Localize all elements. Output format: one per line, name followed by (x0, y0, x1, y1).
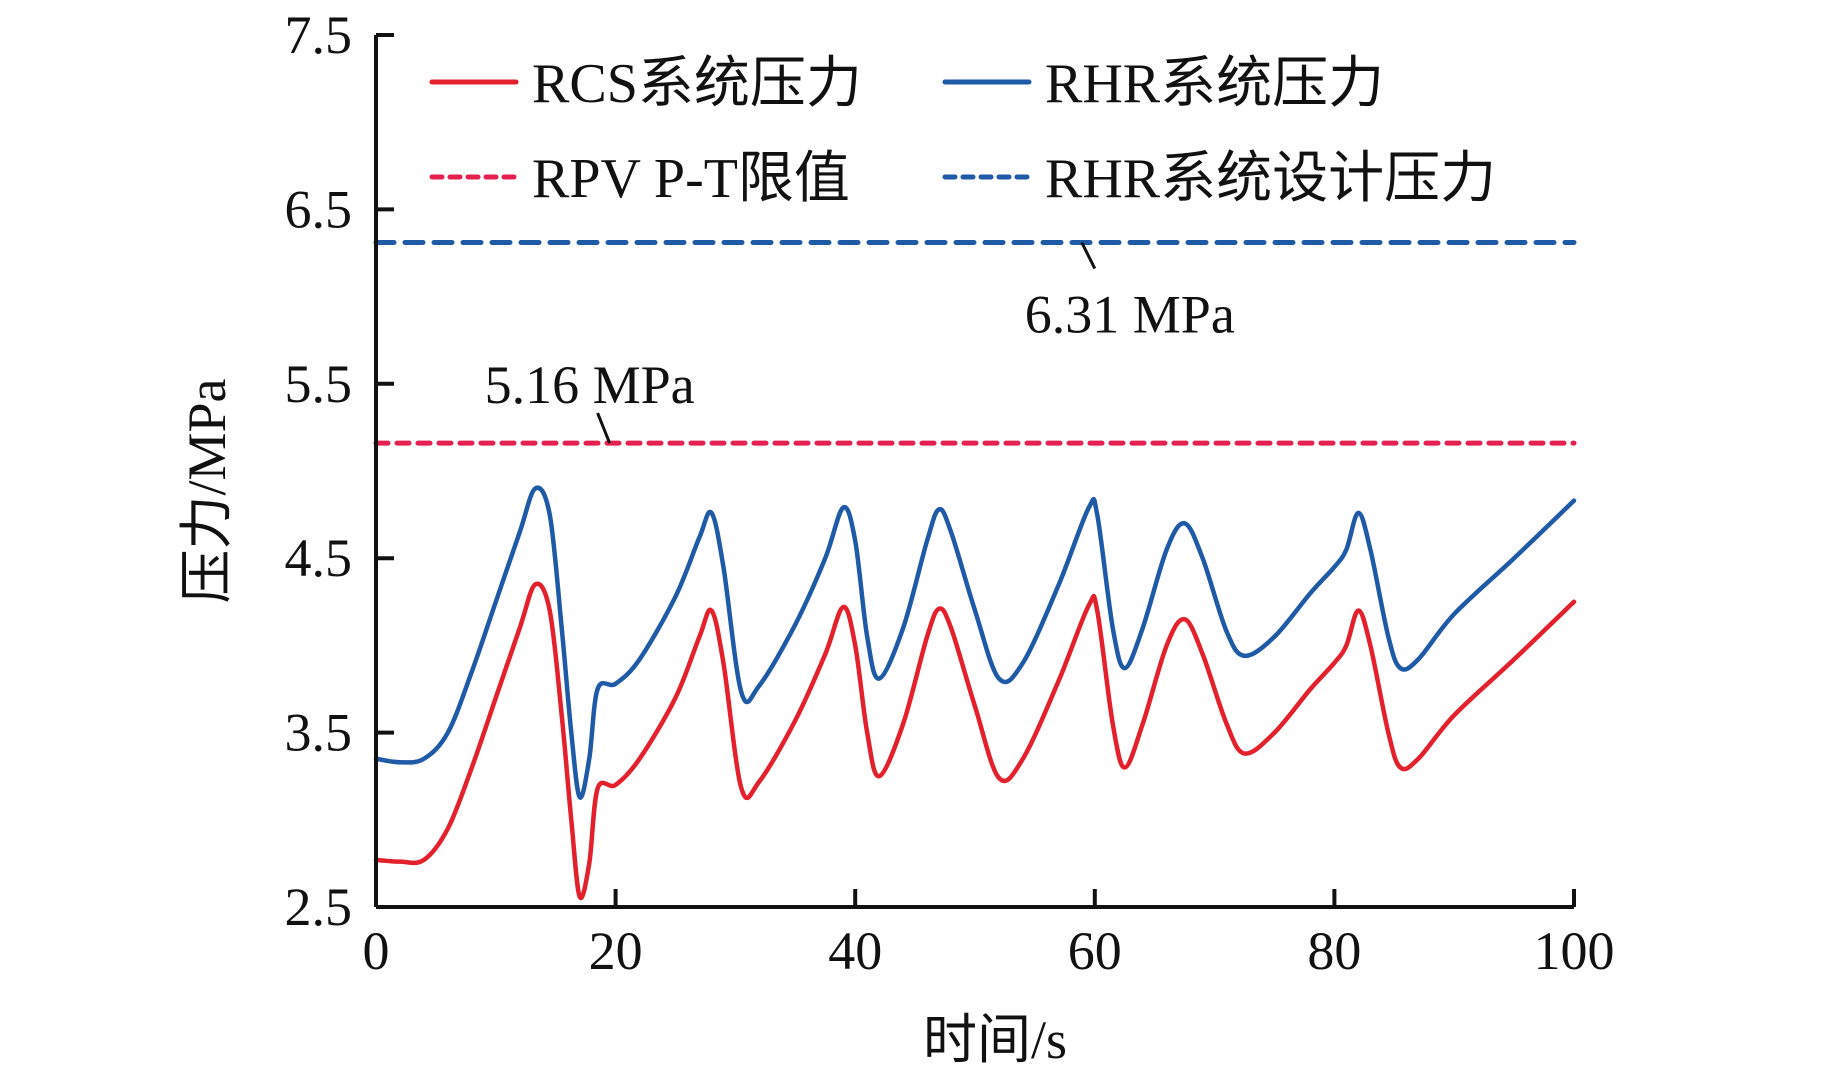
y-axis-title: 压力/MPa (177, 378, 237, 603)
legend-item: RHR系统设计压力 (942, 148, 1496, 210)
y-tick-label: 7.5 (285, 5, 353, 65)
x-tick-label: 0 (363, 921, 390, 981)
legend: RCS系统压力 RHR系统压力 RPV P-T限值 RHR系统设计压力 (429, 53, 1496, 210)
x-tick-label: 20 (589, 921, 643, 981)
y-tick-label: 2.5 (285, 877, 353, 937)
legend-label: RPV P-T限值 (532, 148, 850, 210)
annotation-label: 6.31 MPa (1025, 285, 1235, 345)
series-line-1 (373, 485, 1577, 800)
series-line-0 (373, 581, 1577, 901)
ticks: 0 20 40 60 80 100 2.5 3.5 4.5 5.5 6.5 7.5 (285, 5, 1615, 981)
annotation-leader (596, 412, 612, 444)
x-tick-label: 60 (1068, 921, 1122, 981)
annotation: 6.31 MPa (1025, 241, 1235, 345)
y-tick-label: 4.5 (285, 528, 353, 588)
x-tick-label: 40 (828, 921, 882, 981)
y-tick-label: 3.5 (285, 703, 353, 763)
legend-label: RHR系统设计压力 (1045, 148, 1496, 210)
series-layer (373, 240, 1577, 901)
axes (374, 35, 1574, 909)
legend-label: RHR系统压力 (1045, 53, 1384, 115)
x-tick-label: 80 (1307, 921, 1361, 981)
legend-item: RPV P-T限值 (429, 148, 850, 210)
legend-item: RHR系统压力 (942, 53, 1384, 115)
annotations: 6.31 MPa 5.16 MPa (485, 241, 1235, 444)
legend-item: RCS系统压力 (429, 53, 862, 115)
annotation-label: 5.16 MPa (485, 355, 695, 415)
y-tick-label: 6.5 (285, 179, 353, 239)
x-axis-title: 时间/s (923, 1010, 1067, 1070)
legend-label: RCS系统压力 (532, 53, 862, 115)
annotation: 5.16 MPa (485, 355, 695, 444)
annotation-leader (1080, 241, 1097, 270)
y-tick-label: 5.5 (285, 354, 353, 414)
x-tick-label: 100 (1534, 921, 1615, 981)
